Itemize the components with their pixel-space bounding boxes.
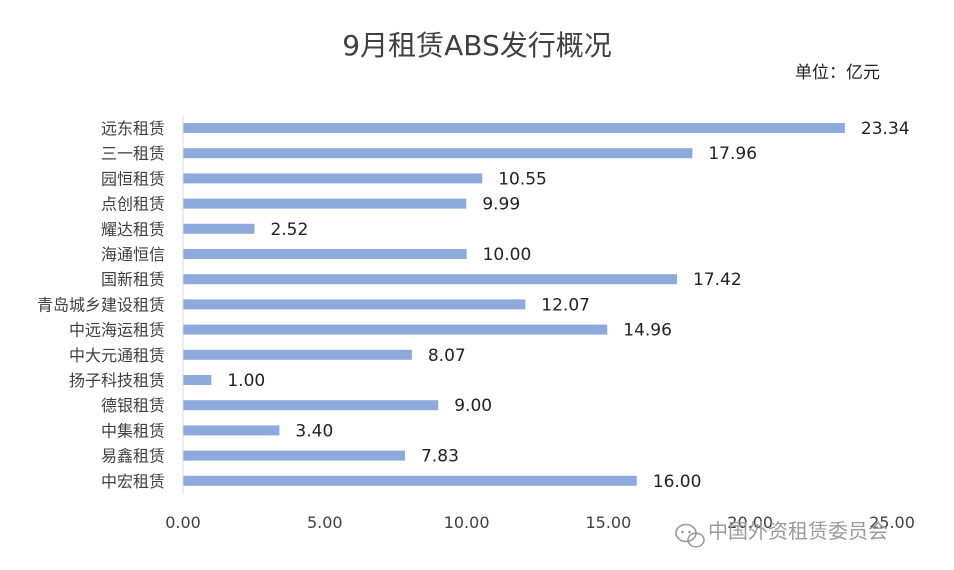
x-tick-label: 25.00 <box>869 513 915 532</box>
category-label: 中宏租赁 <box>101 472 165 491</box>
x-tick-label: 20.00 <box>727 513 773 532</box>
data-label: 2.52 <box>270 220 308 240</box>
data-label: 23.34 <box>861 119 910 139</box>
data-label: 9.00 <box>454 396 492 416</box>
bar <box>183 299 526 310</box>
data-label: 3.40 <box>295 421 333 441</box>
data-label: 14.96 <box>623 321 672 341</box>
bar <box>183 123 845 133</box>
category-label: 德银租赁 <box>101 396 165 415</box>
bar <box>183 375 212 385</box>
x-axis-ticks: 0.00 5.00 10.00 15.00 20.00 25.00 <box>165 513 915 532</box>
data-label: 9.99 <box>482 195 520 215</box>
bar <box>183 274 678 285</box>
chart-title: 9月租赁ABS发行概况 <box>342 29 611 62</box>
bar <box>183 173 483 184</box>
data-label: 8.07 <box>428 346 466 366</box>
data-label: 10.00 <box>483 245 532 265</box>
data-label: 12.07 <box>541 295 590 315</box>
bar <box>183 324 608 335</box>
x-tick-label: 5.00 <box>307 513 343 532</box>
category-label: 中大元通租赁 <box>69 346 165 365</box>
bar <box>183 450 406 461</box>
category-labels: 远东租赁三一租赁园恒租赁点创租赁耀达租赁海通恒信国新租赁青岛城乡建设租赁中远海运… <box>37 119 165 491</box>
data-label: 17.42 <box>693 270 742 290</box>
category-label: 耀达租赁 <box>101 220 165 239</box>
category-label: 远东租赁 <box>101 119 165 138</box>
category-label: 青岛城乡建设租赁 <box>37 295 165 314</box>
data-label: 10.55 <box>498 169 547 189</box>
bar <box>183 223 255 234</box>
x-tick-label: 0.00 <box>165 513 201 532</box>
bar <box>183 475 637 486</box>
category-label: 点创租赁 <box>101 195 165 214</box>
category-label: 中集租赁 <box>101 421 165 440</box>
bar <box>183 148 693 159</box>
bar <box>183 425 280 436</box>
category-label: 扬子科技租赁 <box>69 371 165 390</box>
category-label: 国新租赁 <box>101 270 165 289</box>
category-label: 园恒租赁 <box>101 169 165 188</box>
x-tick-label: 15.00 <box>585 513 631 532</box>
category-label: 易鑫租赁 <box>101 447 165 466</box>
value-labels: 23.34 17.96 10.55 9.99 2.52 10.00 17.42 12.07 14… <box>227 119 909 492</box>
bar <box>183 249 467 259</box>
bars-group <box>183 123 845 486</box>
category-label: 海通恒信 <box>101 245 165 264</box>
category-label: 三一租赁 <box>101 144 165 163</box>
watermark: 中国外资租赁委员会 <box>675 519 888 548</box>
data-label: 1.00 <box>227 371 265 391</box>
x-tick-label: 10.00 <box>444 513 490 532</box>
bar <box>183 349 412 360</box>
data-label: 16.00 <box>653 472 702 492</box>
bar <box>183 400 439 411</box>
unit-label: 单位：亿元 <box>795 63 880 83</box>
data-label: 17.96 <box>708 144 757 164</box>
wechat-icon <box>675 523 705 548</box>
category-label: 中远海运租赁 <box>69 321 165 340</box>
data-label: 7.83 <box>421 447 459 467</box>
watermark-text: 中国外资租赁委员会 <box>708 519 888 543</box>
bar <box>183 198 467 209</box>
